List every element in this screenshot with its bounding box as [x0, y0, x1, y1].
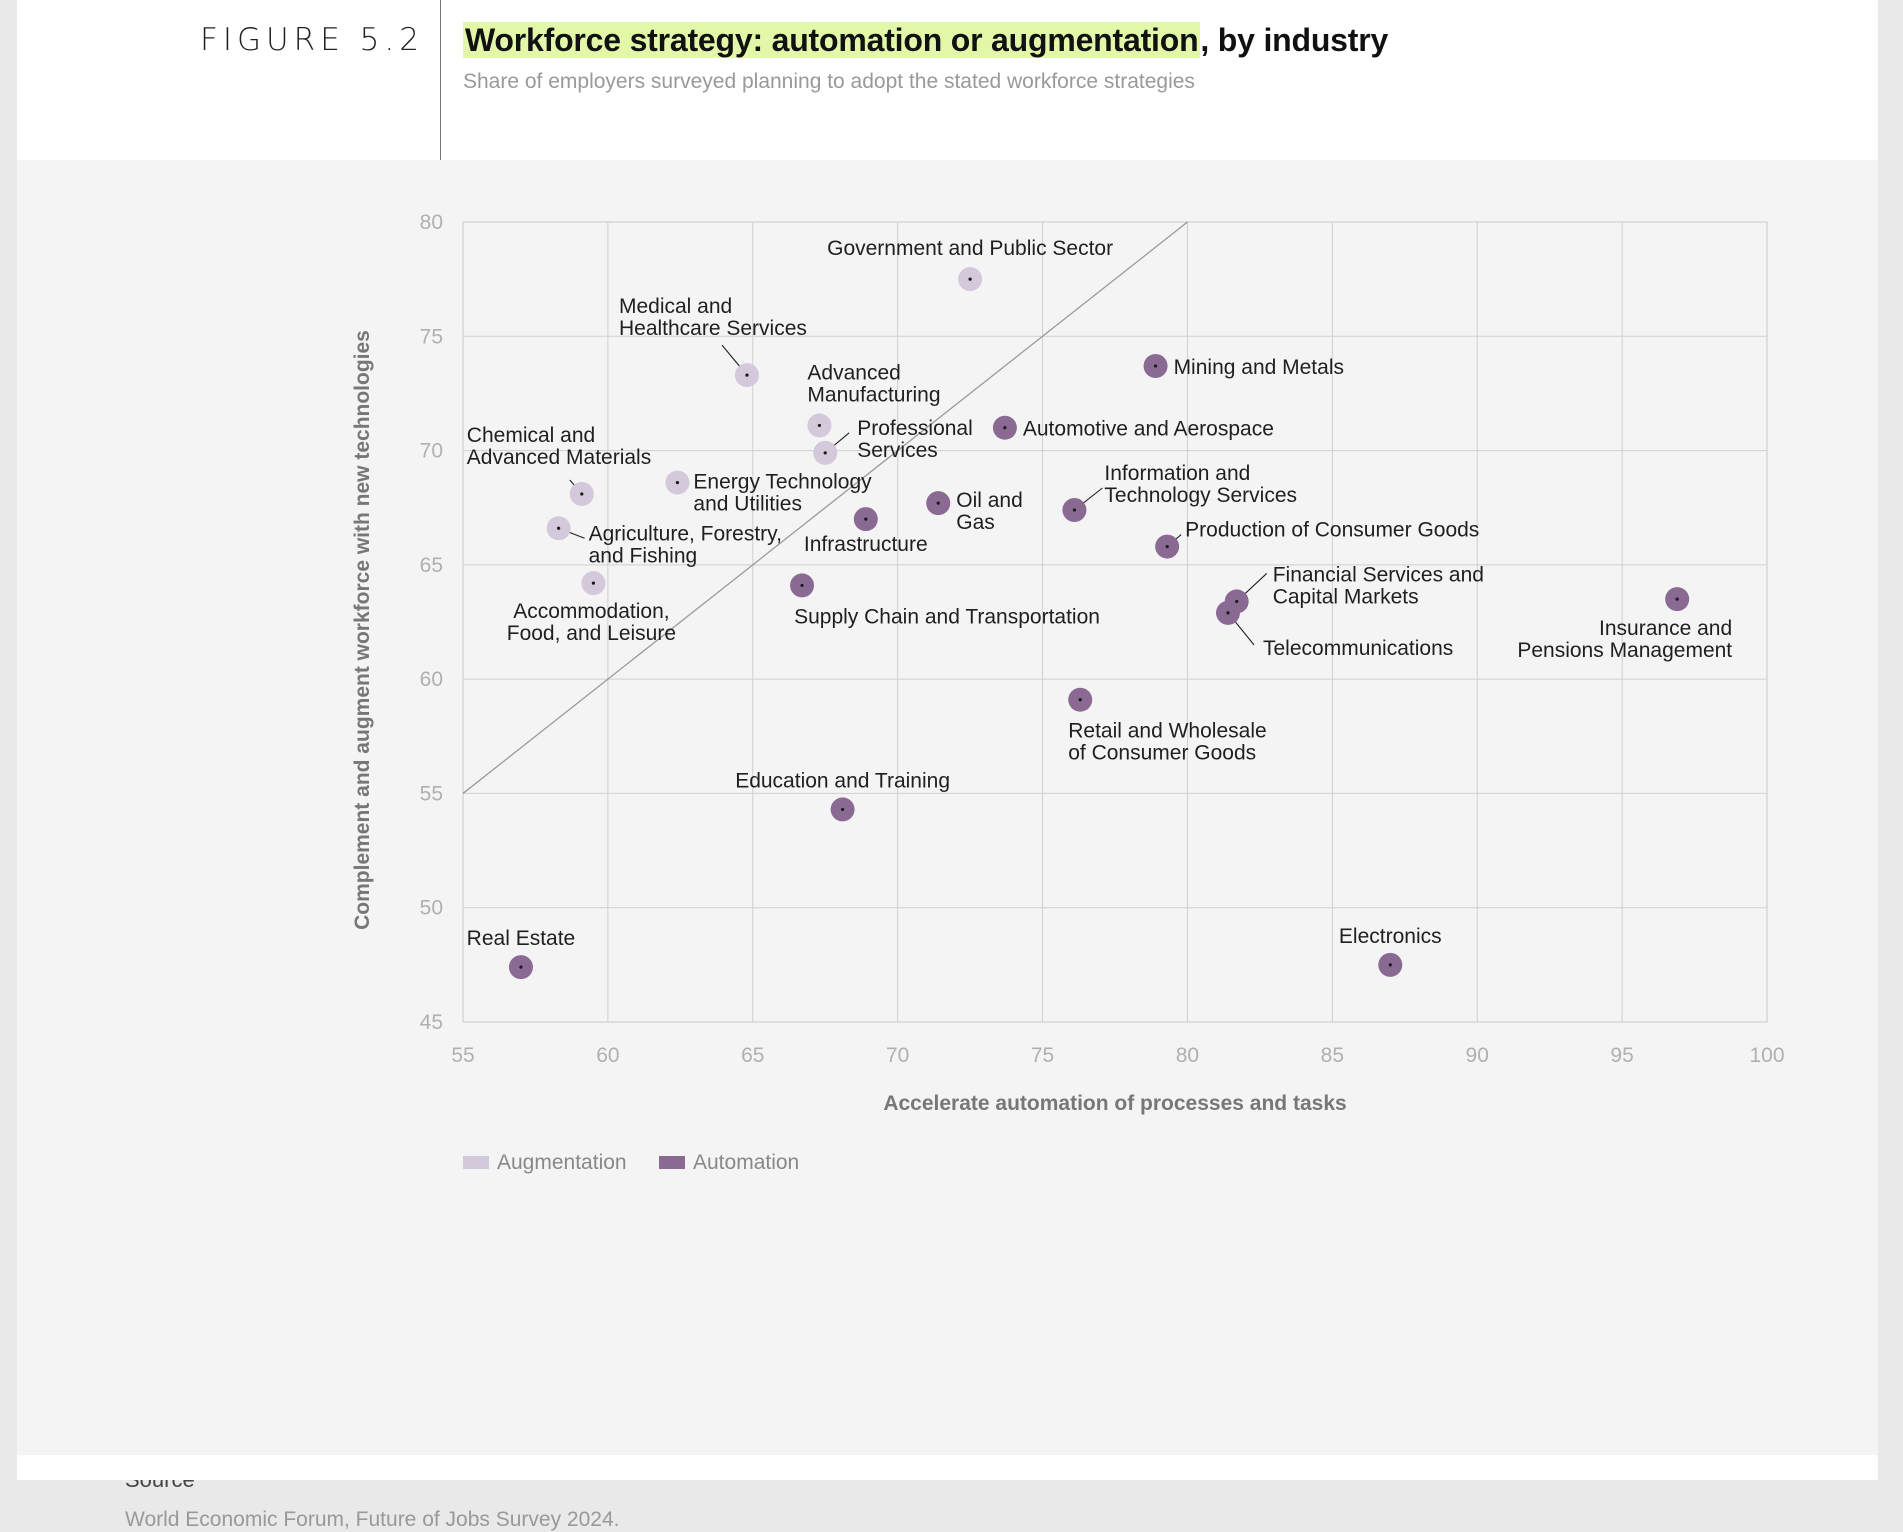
point-label: Advanced Materials: [467, 446, 651, 469]
x-axis-title: Accelerate automation of processes and t…: [883, 1092, 1346, 1115]
x-tick-label: 80: [1176, 1044, 1199, 1067]
point-label: of Consumer Goods: [1068, 742, 1256, 765]
x-tick-label: 100: [1749, 1044, 1784, 1067]
point-label: Retail and Wholesale: [1068, 720, 1266, 743]
point-center-dot: [1675, 597, 1679, 601]
point-label: Energy Technology: [693, 471, 872, 494]
x-tick-label: 85: [1321, 1044, 1344, 1067]
x-tick-label: 90: [1466, 1044, 1489, 1067]
point-label: Information and: [1104, 462, 1250, 485]
x-tick-label: 60: [596, 1044, 619, 1067]
point-label: Real Estate: [467, 927, 576, 950]
point-center-dot: [1388, 963, 1392, 967]
point-center-dot: [1072, 508, 1077, 512]
point-label: Insurance and: [1599, 617, 1732, 640]
scatter-chart: 55 60 65 70 75 80 85 90 95 100 45 50 55 60 65 70 75 80 Acc…: [351, 211, 1785, 1174]
legend-label-augmentation: Augmentation: [497, 1151, 627, 1174]
point-label: Professional: [857, 417, 973, 440]
title-rest: , by industry: [1200, 22, 1389, 58]
point-label: and Utilities: [693, 493, 802, 516]
point-label: Mining and Metals: [1174, 356, 1344, 379]
point-center-dot: [841, 807, 845, 812]
title-highlight: Workforce strategy: automation or augmen…: [463, 22, 1201, 58]
point-label: Accommodation,: [513, 600, 669, 623]
point-center-dot: [580, 492, 584, 496]
point-label: Production of Consumer Goods: [1185, 519, 1479, 542]
point-label: Services: [857, 439, 938, 462]
y-tick-label: 65: [420, 554, 443, 577]
point-center-dot: [519, 965, 523, 969]
figure-title: Workforce strategy: automation or augmen…: [463, 22, 1388, 59]
point-label: Capital Markets: [1273, 585, 1419, 608]
point-label: Technology Services: [1104, 484, 1297, 507]
point-center-dot: [675, 480, 680, 485]
point-label: Telecommunications: [1263, 637, 1453, 660]
point-center-dot: [1003, 426, 1007, 430]
legend-swatch-augmentation: [463, 1156, 489, 1169]
point-center-dot: [1235, 599, 1239, 604]
source-text: World Economic Forum, Future of Jobs Sur…: [125, 1508, 620, 1531]
figure-subtitle: Share of employers surveyed planning to …: [463, 70, 1195, 93]
figure-header: FIGURE 5.2 Workforce strategy: automatio…: [17, 0, 1878, 160]
point-label: Medical and: [619, 295, 732, 318]
y-tick-label: 75: [420, 325, 443, 348]
point-center-dot: [591, 581, 596, 585]
chart-panel: 55 60 65 70 75 80 85 90 95 100 45 50 55 60 65 70 75 80 Acc…: [17, 160, 1878, 1531]
point-center-dot: [1165, 544, 1169, 549]
figure-label: FIGURE 5.2: [200, 22, 424, 58]
diagonal-line: [462, 221, 1188, 794]
point-label: Education and Training: [735, 769, 950, 792]
point-label: Supply Chain and Transportation: [794, 605, 1100, 628]
x-tick-label: 95: [1610, 1044, 1633, 1067]
point-center-dot: [1078, 698, 1082, 702]
page-bottom: [17, 1455, 1878, 1480]
y-tick-label: 50: [420, 897, 443, 920]
point-center-dot: [968, 277, 972, 281]
point-label: Financial Services and: [1273, 563, 1484, 586]
y-tick-label: 45: [420, 1011, 443, 1034]
point-label: Oil and: [956, 489, 1023, 512]
point-center-dot: [557, 526, 561, 530]
x-tick-label: 55: [451, 1044, 474, 1067]
y-axis-title: Complement and augment workforce with ne…: [351, 330, 374, 930]
x-tick-label: 70: [886, 1044, 909, 1067]
point-label: and Fishing: [589, 544, 698, 567]
point-label: Gas: [956, 511, 995, 534]
point-label: Advanced: [807, 361, 900, 384]
point-label: Agriculture, Forestry,: [589, 522, 782, 545]
point-center-dot: [817, 423, 822, 428]
point-center-dot: [800, 583, 804, 588]
point-center-dot: [864, 517, 868, 521]
point-center-dot: [1226, 611, 1230, 615]
y-tick-label: 80: [420, 211, 443, 234]
point-label: Government and Public Sector: [827, 237, 1113, 260]
x-tick-label: 75: [1031, 1044, 1054, 1067]
point-center-dot: [1153, 364, 1158, 368]
point-center-dot: [823, 451, 827, 455]
point-label: Food, and Leisure: [507, 622, 676, 645]
x-tick-label: 65: [741, 1044, 764, 1067]
point-label: Automotive and Aerospace: [1023, 418, 1274, 441]
point-label: Infrastructure: [804, 533, 928, 556]
point-label: Chemical and: [467, 424, 595, 447]
point-label: Electronics: [1339, 925, 1442, 948]
figure-sheet: FIGURE 5.2 Workforce strategy: automatio…: [17, 0, 1878, 1531]
legend-label-automation: Automation: [693, 1151, 799, 1174]
point-label: Healthcare Services: [619, 317, 807, 340]
legend-swatch-automation: [659, 1156, 685, 1169]
y-tick-label: 70: [420, 440, 443, 463]
point-center-dot: [745, 373, 749, 377]
point-center-dot: [936, 501, 940, 505]
y-tick-label: 60: [420, 668, 443, 691]
point-label: Pensions Management: [1517, 639, 1732, 662]
header-divider: [440, 0, 441, 160]
y-tick-label: 55: [420, 782, 443, 805]
point-label: Manufacturing: [807, 383, 940, 406]
